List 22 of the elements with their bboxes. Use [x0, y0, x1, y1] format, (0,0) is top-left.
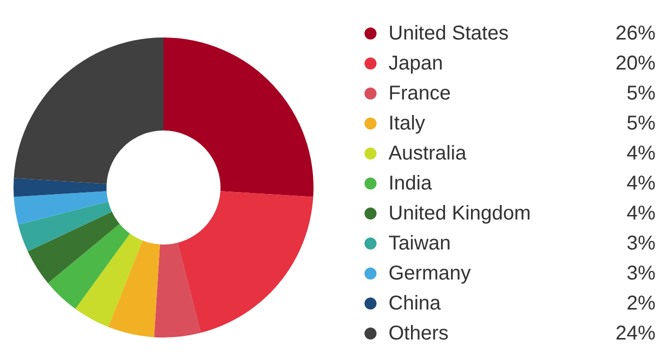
legend-label: Taiwan	[388, 232, 451, 254]
data-label: 4%	[626, 202, 656, 224]
data-label: 2%	[626, 292, 656, 314]
data-label: 20%	[615, 52, 656, 74]
legend-label: Germany	[388, 262, 471, 284]
legend-label: Japan	[388, 52, 443, 74]
legend-label: Italy	[388, 112, 426, 134]
legend-label: United States	[388, 22, 509, 44]
data-label: 26%	[615, 22, 656, 44]
data-label: 3%	[626, 262, 656, 284]
data-label: 5%	[626, 82, 656, 104]
data-label: 4%	[626, 142, 656, 164]
data-label: 3%	[626, 232, 656, 254]
data-label: 5%	[626, 112, 656, 134]
legend-label: United Kingdom	[388, 202, 531, 224]
legend-label: France	[388, 82, 451, 104]
legend-label: Others	[388, 322, 449, 344]
data-label: 24%	[615, 322, 656, 344]
legend-label: Australia	[388, 142, 468, 164]
legend-label: China	[388, 292, 442, 314]
legend-label: India	[388, 172, 433, 194]
data-label: 4%	[626, 172, 656, 194]
